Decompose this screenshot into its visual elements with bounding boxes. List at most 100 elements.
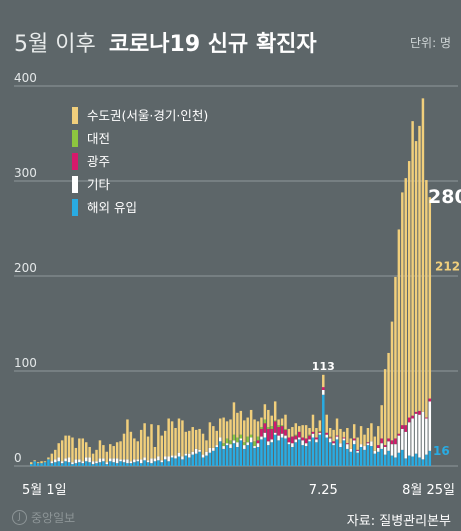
- bar-segment: [198, 449, 201, 452]
- bar-segment: [349, 438, 353, 449]
- bar-segment: [291, 443, 294, 447]
- bar-segment: [47, 457, 50, 460]
- bar-segment: [318, 431, 322, 433]
- bar-segment: [129, 461, 133, 464]
- bar-segment: [40, 463, 43, 466]
- bar-segment: [397, 433, 401, 436]
- bar-segment: [352, 444, 356, 466]
- bar-segment: [236, 412, 239, 438]
- bar-segment: [177, 418, 181, 453]
- legend-label: 대전: [87, 131, 111, 146]
- bar-segment: [349, 448, 353, 452]
- bar-segment: [239, 434, 243, 439]
- bar-segment: [198, 451, 201, 466]
- bar-segment: [43, 462, 47, 466]
- bar-segment: [133, 462, 136, 466]
- bar-segment: [84, 461, 88, 466]
- bar-segment: [387, 352, 390, 439]
- bar-segment: [280, 426, 284, 434]
- bar-segment: [387, 438, 390, 442]
- bar-segment: [84, 442, 88, 458]
- y-tick-label: 300: [14, 166, 37, 180]
- bar-segment: [194, 429, 198, 449]
- bar-segment: [64, 461, 67, 466]
- bar-segment: [383, 445, 387, 447]
- bar-segment: [157, 456, 160, 461]
- bar-segment: [284, 429, 287, 436]
- bar-segment: [243, 442, 246, 446]
- legend-swatch: [72, 176, 78, 193]
- bar-segment: [177, 452, 181, 457]
- bar-segment: [390, 444, 394, 456]
- bar-segment: [36, 463, 40, 466]
- bar-segment: [229, 447, 232, 466]
- bar-segment: [284, 438, 287, 466]
- x-tick-label: 7.25: [309, 483, 338, 498]
- bar-segment: [143, 423, 146, 458]
- bar-segment: [267, 441, 270, 446]
- bar-segment: [325, 434, 328, 438]
- bar-segment: [198, 428, 201, 450]
- bar-segment: [112, 462, 115, 466]
- bar-segment: [164, 430, 167, 457]
- bar-segment: [366, 428, 370, 443]
- bar-segment: [277, 427, 280, 436]
- publisher-logo: J 중앙일보: [12, 509, 75, 526]
- bar-segment: [36, 462, 40, 464]
- bar-segment: [356, 437, 359, 450]
- bar-segment: [139, 429, 143, 460]
- bar-segment: [143, 460, 146, 466]
- bar-segment: [74, 447, 78, 460]
- bar-segment: [383, 447, 387, 455]
- bar-segment: [225, 421, 229, 439]
- bar-segment: [280, 437, 284, 466]
- title-main: 코로나19 신규 확진자: [108, 32, 317, 57]
- bar-segment: [294, 439, 298, 443]
- bar-segment: [263, 419, 267, 424]
- bar-segment: [425, 417, 428, 419]
- bar-segment: [301, 425, 304, 438]
- bar-segment: [57, 443, 60, 458]
- y-tick-label: 0: [14, 451, 22, 465]
- bar-segment: [301, 437, 304, 441]
- bar-segment: [122, 459, 126, 463]
- logo-text: 중앙일보: [31, 511, 76, 525]
- source-note: 자료: 질병관리본부: [346, 514, 451, 529]
- bar-segment: [380, 405, 383, 439]
- bar-segment: [377, 447, 380, 452]
- x-tick-label: 5월 1일: [22, 483, 67, 498]
- bar-segment: [30, 462, 33, 465]
- bar-segment: [284, 414, 287, 429]
- bar-segment: [215, 445, 219, 447]
- bar-segment: [363, 446, 366, 450]
- bar-segment: [188, 453, 191, 458]
- bar-segment: [414, 453, 418, 466]
- bar-segment: [74, 463, 78, 466]
- bar-segment: [267, 409, 270, 428]
- bar-segment: [346, 443, 349, 445]
- bar-segment: [143, 457, 146, 461]
- bar-segment: [78, 438, 81, 460]
- bar-segment: [294, 434, 298, 436]
- bar-segment: [332, 429, 335, 442]
- bar-segment: [212, 447, 215, 451]
- bar-segment: [387, 441, 390, 451]
- bar-segment: [81, 463, 85, 466]
- x-tick-label: 8월 25일: [402, 483, 455, 498]
- bar-segment: [215, 447, 219, 466]
- bar-segment: [304, 438, 308, 444]
- bar-segment: [136, 459, 139, 462]
- bar-segment: [267, 428, 270, 442]
- bar-segment: [50, 461, 54, 464]
- bar-segment: [294, 435, 298, 440]
- bar-segment: [428, 450, 432, 466]
- y-tick-label: 200: [14, 261, 37, 275]
- bar-segment: [332, 443, 335, 446]
- bar-segment: [256, 443, 260, 447]
- bar-segment: [208, 447, 212, 453]
- bar-segment: [188, 430, 191, 454]
- legend-item: 기타: [72, 173, 208, 196]
- bar-segment: [318, 420, 322, 431]
- bar-segment: [105, 451, 109, 463]
- bar-segment: [277, 435, 280, 441]
